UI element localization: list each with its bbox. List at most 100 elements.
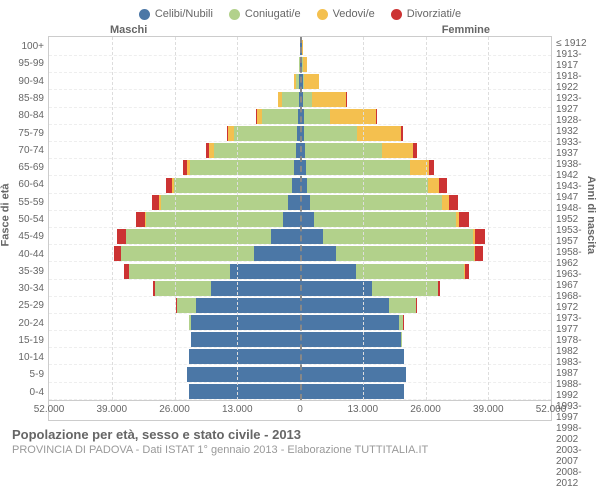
legend-item: Celibi/Nubili (139, 8, 213, 20)
bar-segment (300, 315, 399, 330)
age-label: 65-69 (0, 162, 44, 173)
age-label: 0-4 (0, 387, 44, 398)
gridline (363, 37, 364, 400)
legend-label: Coniugati/e (245, 8, 301, 20)
legend-label: Vedovi/e (333, 8, 375, 20)
bar-segment (475, 246, 483, 261)
bar-segment (459, 212, 469, 227)
bar-segment (211, 281, 300, 296)
bar-segment (121, 246, 254, 261)
age-label: 35-39 (0, 266, 44, 277)
bar-segment (475, 229, 486, 244)
x-tick-label: 26.000 (159, 404, 190, 415)
bar-segment (330, 109, 376, 124)
bar-segment (283, 212, 300, 227)
age-label: 25-29 (0, 300, 44, 311)
legend-item: Vedovi/e (317, 8, 375, 20)
bar-segment (189, 384, 300, 399)
year-label: 1918-1922 (556, 71, 600, 93)
bar-segment (300, 384, 404, 399)
x-tick-label: 0 (297, 404, 303, 415)
year-label: 1988-1992 (556, 379, 600, 401)
bar-segment (177, 298, 196, 313)
bar-segment (310, 195, 443, 210)
bar-segment (356, 264, 465, 279)
bar-segment (136, 212, 145, 227)
x-tick-label: 52.000 (34, 404, 65, 415)
bar-segment (300, 229, 323, 244)
x-axis: 52.00039.00026.00013.000013.00026.00039.… (49, 400, 551, 420)
year-label: 1928-1932 (556, 115, 600, 137)
year-label: ≤ 1912 (556, 38, 600, 49)
bar-segment (305, 143, 382, 158)
bar-segment (230, 264, 300, 279)
x-tick-label: 26.000 (410, 404, 441, 415)
bar-segment (416, 298, 417, 313)
bar-segment (271, 229, 300, 244)
gender-left: Maschi (110, 24, 147, 36)
bar-segment (117, 229, 126, 244)
year-label: 1978-1982 (556, 335, 600, 357)
bar-segment (389, 298, 416, 313)
year-label: 1923-1927 (556, 93, 600, 115)
year-label: 1973-1977 (556, 313, 600, 335)
bar-segment (304, 109, 331, 124)
y-right-title: Anni di nascita (585, 175, 597, 253)
footer-sub: PROVINCIA DI PADOVA - Dati ISTAT 1° genn… (12, 444, 588, 456)
bar-segment (303, 57, 307, 72)
bar-segment (336, 246, 474, 261)
bar-segment (465, 264, 470, 279)
bar-segment (300, 264, 356, 279)
bar-segment (304, 126, 357, 141)
age-label: 85-89 (0, 93, 44, 104)
bar-segment (146, 212, 284, 227)
gridline (237, 37, 238, 400)
bar-segment (304, 74, 318, 89)
legend-item: Divorziati/e (391, 8, 461, 20)
bar-segment (382, 143, 413, 158)
bar-segment (152, 195, 159, 210)
bar-segment (262, 109, 298, 124)
bar-segment (372, 281, 437, 296)
bar-segment (449, 195, 458, 210)
bar-segment (323, 229, 473, 244)
age-label: 90-94 (0, 76, 44, 87)
age-label: 100+ (0, 41, 44, 52)
bar-segment (300, 332, 401, 347)
x-tick-label: 13.000 (222, 404, 253, 415)
age-label: 30-34 (0, 283, 44, 294)
plot-area: 52.00039.00026.00013.000013.00026.00039.… (48, 36, 552, 421)
gridline (426, 37, 427, 400)
legend-item: Coniugati/e (229, 8, 301, 20)
bar-segment (306, 160, 410, 175)
bar-segment (300, 246, 336, 261)
bar-segment (292, 178, 300, 193)
bar-segment (438, 281, 440, 296)
legend: Celibi/Nubili Coniugati/e Vedovi/e Divorzia… (0, 0, 600, 24)
gridline (175, 37, 176, 400)
bar-segment (300, 298, 389, 313)
age-label: 40-44 (0, 249, 44, 260)
bar-segment (303, 92, 312, 107)
age-label: 75-79 (0, 128, 44, 139)
bar-segment (429, 160, 434, 175)
age-label: 70-74 (0, 145, 44, 156)
age-label: 5-9 (0, 369, 44, 380)
legend-dot (317, 9, 328, 20)
legend-label: Celibi/Nubili (155, 8, 213, 20)
legend-label: Divorziati/e (407, 8, 461, 20)
bar-segment (282, 92, 299, 107)
bar-segment (126, 229, 271, 244)
bar-segment (357, 126, 400, 141)
bar-segment (187, 367, 300, 382)
year-label: 1913-1917 (556, 49, 600, 71)
bar-segment (288, 195, 300, 210)
bar-segment (401, 126, 403, 141)
y-left-title: Fasce di età (0, 183, 11, 246)
gender-right: Femmine (442, 24, 490, 36)
bar-segment (174, 178, 292, 193)
year-label: 1998-2002 (556, 423, 600, 445)
bar-segment (234, 126, 297, 141)
bar-segment (300, 212, 314, 227)
bar-segment (196, 298, 300, 313)
